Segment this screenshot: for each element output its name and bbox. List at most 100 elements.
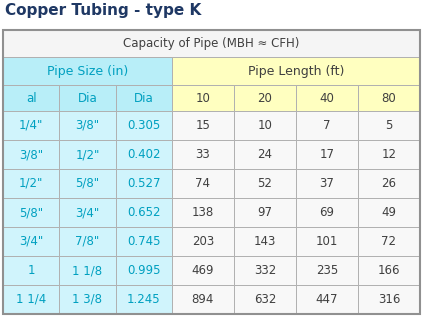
Bar [3, 198, 59, 227]
Bar [296, 85, 358, 111]
Text: 447: 447 [316, 293, 338, 306]
Text: 97: 97 [258, 206, 272, 219]
Text: Dia: Dia [77, 92, 97, 105]
Text: 7: 7 [323, 119, 331, 132]
Bar [234, 285, 296, 314]
Bar [172, 140, 234, 169]
Text: 10: 10 [258, 119, 272, 132]
Text: 1.245: 1.245 [127, 293, 161, 306]
Bar [296, 285, 358, 314]
Bar [115, 256, 172, 285]
Text: 10: 10 [195, 92, 210, 105]
Text: Copper Tubing - type K: Copper Tubing - type K [5, 3, 201, 18]
Bar [296, 140, 358, 169]
Bar [59, 256, 115, 285]
Text: 3/8": 3/8" [19, 148, 43, 161]
Bar [172, 169, 234, 198]
Bar [172, 285, 234, 314]
Text: 0.527: 0.527 [127, 177, 160, 190]
Bar [358, 285, 420, 314]
Bar [234, 198, 296, 227]
Bar [59, 85, 115, 111]
Text: 0.305: 0.305 [127, 119, 160, 132]
Text: 17: 17 [319, 148, 335, 161]
Bar [172, 85, 234, 111]
Text: 3/4": 3/4" [19, 235, 43, 248]
Text: 469: 469 [192, 264, 214, 277]
Bar [358, 85, 420, 111]
Text: 1/4": 1/4" [19, 119, 43, 132]
Bar [115, 111, 172, 140]
Bar [358, 256, 420, 285]
Bar [296, 227, 358, 256]
Bar [358, 169, 420, 198]
Text: 49: 49 [382, 206, 396, 219]
Text: 72: 72 [382, 235, 396, 248]
Bar [234, 140, 296, 169]
Text: 0.995: 0.995 [127, 264, 160, 277]
Text: Dia: Dia [134, 92, 154, 105]
Text: 52: 52 [258, 177, 272, 190]
Bar [234, 169, 296, 198]
Text: 332: 332 [254, 264, 276, 277]
Bar [296, 256, 358, 285]
Text: 5/8": 5/8" [19, 206, 43, 219]
Bar [172, 227, 234, 256]
Bar [115, 169, 172, 198]
Text: 0.652: 0.652 [127, 206, 160, 219]
Text: 632: 632 [254, 293, 276, 306]
Text: 1 1/8: 1 1/8 [72, 264, 102, 277]
Bar [358, 227, 420, 256]
Bar [296, 111, 358, 140]
Text: 3/8": 3/8" [75, 119, 99, 132]
Bar [358, 140, 420, 169]
Bar [115, 227, 172, 256]
Text: 138: 138 [192, 206, 214, 219]
Bar [59, 198, 115, 227]
Bar [115, 198, 172, 227]
Bar [296, 169, 358, 198]
Bar [234, 111, 296, 140]
Bar [172, 57, 420, 85]
Text: 26: 26 [382, 177, 396, 190]
Text: 5/8": 5/8" [75, 177, 99, 190]
Bar [234, 85, 296, 111]
Text: 33: 33 [195, 148, 210, 161]
Bar [3, 285, 59, 314]
Bar [59, 140, 115, 169]
Bar [234, 256, 296, 285]
Bar [3, 169, 59, 198]
Bar [3, 140, 59, 169]
Text: 5: 5 [385, 119, 393, 132]
Bar [59, 285, 115, 314]
Bar [296, 198, 358, 227]
Bar [115, 140, 172, 169]
Text: 101: 101 [316, 235, 338, 248]
Text: al: al [26, 92, 36, 105]
Bar [115, 285, 172, 314]
Text: 0.402: 0.402 [127, 148, 160, 161]
Bar [3, 57, 172, 85]
Text: 1 3/8: 1 3/8 [72, 293, 102, 306]
Text: 24: 24 [258, 148, 272, 161]
Text: Capacity of Pipe (MBH ≈ CFH): Capacity of Pipe (MBH ≈ CFH) [124, 37, 299, 50]
Text: 235: 235 [316, 264, 338, 277]
Text: 12: 12 [382, 148, 396, 161]
Text: 80: 80 [382, 92, 396, 105]
Text: 1/2": 1/2" [19, 177, 43, 190]
Bar [59, 111, 115, 140]
Text: 0.745: 0.745 [127, 235, 160, 248]
Bar [3, 85, 59, 111]
Text: 894: 894 [192, 293, 214, 306]
Bar [358, 111, 420, 140]
Bar [59, 169, 115, 198]
Bar [3, 111, 59, 140]
Text: 166: 166 [378, 264, 400, 277]
Text: 37: 37 [319, 177, 335, 190]
Text: 1: 1 [27, 264, 35, 277]
Bar [172, 256, 234, 285]
Bar [3, 256, 59, 285]
Bar [3, 227, 59, 256]
Text: 15: 15 [195, 119, 210, 132]
Text: 1/2": 1/2" [75, 148, 100, 161]
